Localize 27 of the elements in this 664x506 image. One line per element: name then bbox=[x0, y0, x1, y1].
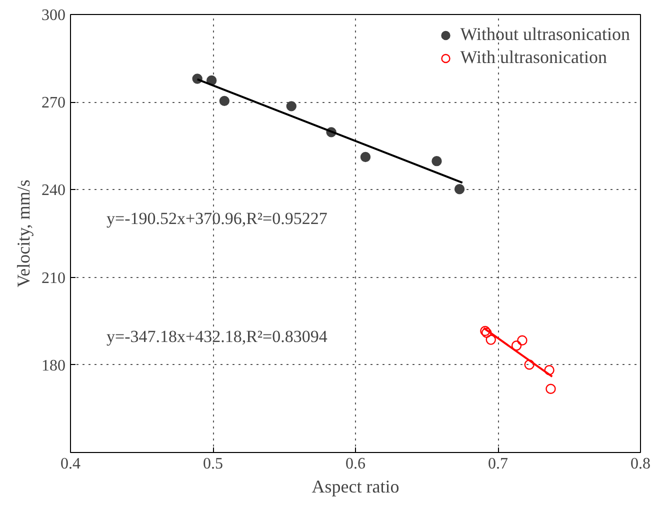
y-tick-label: 180 bbox=[42, 357, 66, 374]
point bbox=[517, 335, 528, 346]
point bbox=[454, 184, 465, 194]
point bbox=[286, 101, 296, 112]
x-tick-label: 0.7 bbox=[488, 456, 508, 472]
point bbox=[219, 96, 230, 106]
point bbox=[546, 384, 556, 394]
point bbox=[486, 334, 496, 345]
y-tick-label: 210 bbox=[42, 270, 66, 287]
point bbox=[432, 156, 442, 166]
legend-label: With ultrasonication bbox=[460, 47, 607, 68]
y-tick-label: 300 bbox=[42, 7, 66, 24]
y-tick-label: 240 bbox=[42, 182, 66, 200]
x-tick-label: 0.5 bbox=[203, 456, 223, 472]
x-tick-label: 0.4 bbox=[60, 456, 80, 472]
point bbox=[511, 340, 522, 351]
y-tick-label: 270 bbox=[42, 94, 66, 112]
x-tick-label: 0.8 bbox=[630, 456, 650, 472]
y-axis-title: Velocity, mm/s bbox=[14, 180, 34, 288]
annotation: y=-190.52x+370.96,R²=0.95227 bbox=[106, 209, 328, 228]
legend-label: Without ultrasonication bbox=[460, 24, 630, 45]
x-tick-label: 0.6 bbox=[346, 456, 366, 472]
x-axis-title: Aspect ratio bbox=[312, 476, 400, 496]
point bbox=[544, 365, 554, 376]
point bbox=[524, 360, 534, 370]
point bbox=[360, 152, 371, 162]
annotation: y=-347.18x+432.18,R²=0.83094 bbox=[106, 327, 328, 346]
